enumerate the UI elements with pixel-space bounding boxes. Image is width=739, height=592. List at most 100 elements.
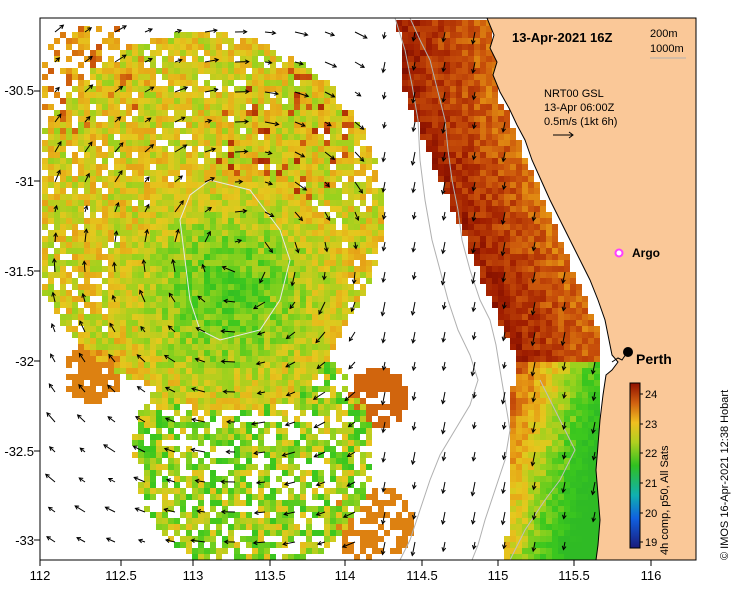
sst-pixel [474,260,480,266]
sst-pixel [504,128,510,134]
sst-pixel [306,470,312,476]
sst-pixel [150,146,156,152]
sst-pixel [588,494,594,500]
sst-pixel [588,332,594,338]
sst-pixel [186,152,192,158]
sst-pixel [60,170,66,176]
sst-pixel [300,140,306,146]
sst-pixel [534,344,540,350]
sst-pixel [480,80,486,86]
sst-pixel [264,368,270,374]
sst-pixel [330,530,336,536]
sst-pixel [90,272,96,278]
sst-pixel [558,254,564,260]
sst-pixel [192,122,198,128]
sst-pixel [258,410,264,416]
sst-pixel [462,224,468,230]
sst-pixel [156,488,162,494]
sst-pixel [72,356,78,362]
sst-pixel [234,482,240,488]
sst-pixel [576,374,582,380]
sst-pixel [180,164,186,170]
sst-pixel [168,62,174,68]
sst-pixel [162,164,168,170]
sst-pixel [552,458,558,464]
sst-pixel [102,392,108,398]
sst-pixel [102,278,108,284]
sst-pixel [456,80,462,86]
sst-pixel [66,386,72,392]
sst-pixel [240,218,246,224]
sst-pixel [252,146,258,152]
sst-pixel [258,74,264,80]
sst-pixel [312,170,318,176]
sst-pixel [504,110,510,116]
sst-pixel [90,188,96,194]
sst-pixel [354,500,360,506]
sst-pixel [348,470,354,476]
sst-pixel [96,218,102,224]
sst-pixel [588,476,594,482]
sst-pixel [552,446,558,452]
sst-pixel [522,350,528,356]
sst-pixel [186,410,192,416]
sst-pixel [108,260,114,266]
sst-pixel [270,182,276,188]
sst-pixel [96,368,102,374]
sst-pixel [204,80,210,86]
sst-pixel [324,518,330,524]
sst-pixel [252,542,258,548]
sst-pixel [222,164,228,170]
sst-pixel [516,152,522,158]
sst-pixel [258,506,264,512]
sst-pixel [114,116,120,122]
sst-pixel [330,512,336,518]
sst-pixel [300,254,306,260]
sst-pixel [294,554,300,560]
sst-pixel [354,440,360,446]
sst-pixel [246,80,252,86]
sst-pixel [324,278,330,284]
sst-pixel [126,284,132,290]
sst-pixel [348,122,354,128]
sst-pixel [120,284,126,290]
sst-pixel [504,260,510,266]
sst-pixel [150,488,156,494]
sst-pixel [126,56,132,62]
sst-pixel [528,398,534,404]
sst-pixel [570,530,576,536]
sst-pixel [258,104,264,110]
sst-pixel [564,452,570,458]
sst-pixel [540,524,546,530]
sst-pixel [504,284,510,290]
sst-pixel [408,50,414,56]
sst-pixel [342,452,348,458]
sst-pixel [126,260,132,266]
sst-pixel [426,50,432,56]
sst-pixel [426,98,432,104]
sst-pixel [342,152,348,158]
sst-pixel [564,506,570,512]
sst-pixel [552,470,558,476]
sst-pixel [474,92,480,98]
sst-pixel [582,314,588,320]
sst-pixel [474,236,480,242]
sst-pixel [216,152,222,158]
sst-pixel [582,368,588,374]
sst-pixel [510,314,516,320]
sst-pixel [282,86,288,92]
sst-pixel [522,182,528,188]
sst-pixel [330,224,336,230]
sst-pixel [552,374,558,380]
sst-pixel [60,296,66,302]
sst-pixel [312,98,318,104]
sst-pixel [234,362,240,368]
sst-pixel [282,218,288,224]
sst-pixel [276,158,282,164]
sst-pixel [396,494,402,500]
sst-pixel [162,368,168,374]
sst-pixel [306,134,312,140]
sst-pixel [510,176,516,182]
sst-pixel [276,224,282,230]
